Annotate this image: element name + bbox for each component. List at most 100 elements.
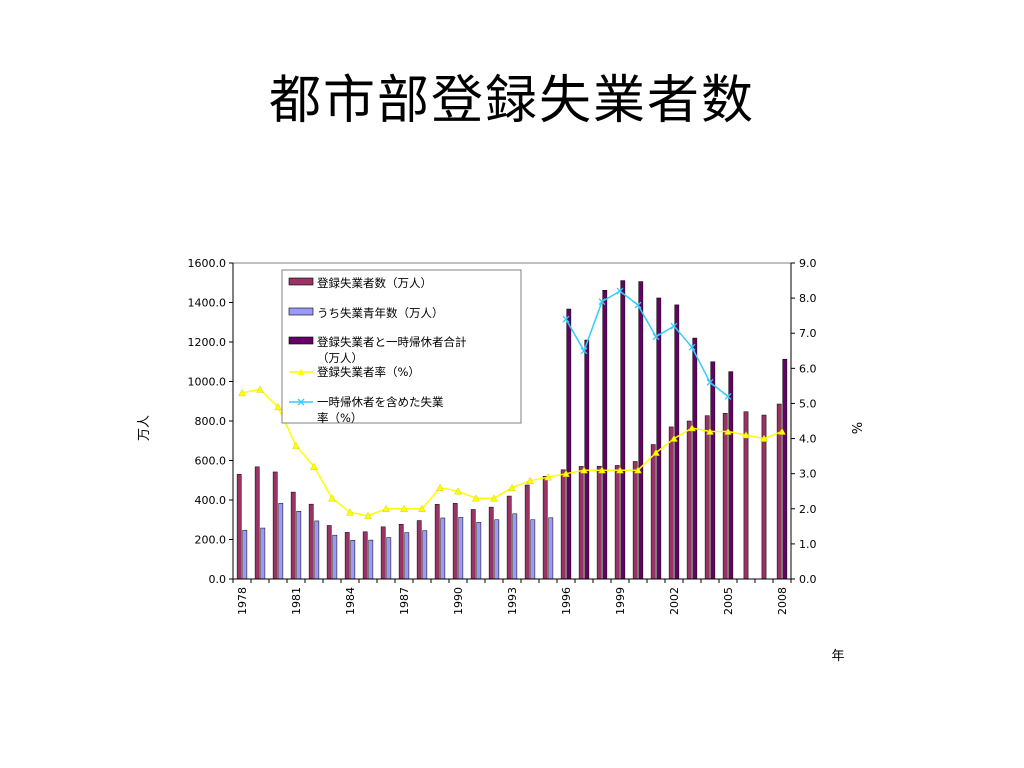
bar: [272, 471, 278, 580]
bar: [278, 503, 284, 580]
bar: [470, 509, 476, 580]
data-point: [670, 322, 678, 330]
y-tick-label: 600.0: [195, 455, 227, 468]
bar: [542, 476, 548, 580]
bar: [548, 517, 554, 580]
bar: [650, 444, 656, 580]
x-tick-label: 2005: [722, 587, 735, 615]
legend-label-line: 率（%）: [317, 411, 362, 425]
bar: [584, 339, 590, 580]
data-point: [688, 343, 696, 351]
y-tick-label: 0.0: [209, 573, 227, 586]
bar: [296, 511, 302, 580]
data-point: [616, 287, 624, 295]
bar: [632, 461, 638, 580]
x-tick-label: 2008: [776, 587, 789, 615]
data-point: [256, 385, 264, 393]
bar: [452, 503, 458, 580]
data-point: [364, 511, 372, 519]
y-tick-label: 800.0: [195, 415, 227, 428]
data-point: [508, 483, 516, 491]
series-line: [565, 290, 729, 397]
bar: [368, 539, 374, 580]
bar: [440, 517, 446, 580]
legend-label: 登録失業者と一時帰休者合計 （万人）: [317, 335, 467, 365]
legend-label-line: 登録失業者と一時帰休者合計: [317, 335, 467, 349]
bar: [494, 519, 500, 580]
x-tick-label: 2002: [668, 587, 681, 615]
x-tick-label: 1981: [290, 587, 303, 615]
y-tick-label: 400.0: [195, 494, 227, 507]
y2-tick-label: 6.0: [799, 362, 817, 375]
data-point: [778, 427, 786, 435]
bar: [512, 513, 518, 580]
data-point: [328, 494, 336, 502]
bar: [326, 525, 332, 580]
y2-axis-title: %: [848, 422, 863, 434]
bar: [728, 371, 734, 580]
y-axis-title: 万人: [137, 415, 152, 441]
bar: [710, 361, 716, 580]
y2-tick-label: 2.0: [799, 503, 817, 516]
bar: [476, 522, 482, 580]
bar: [722, 413, 728, 580]
data-point: [274, 403, 282, 411]
data-point: [742, 431, 750, 439]
data-point: [670, 434, 678, 442]
bar: [308, 503, 314, 580]
data-point: [724, 392, 732, 400]
data-point: [418, 504, 426, 512]
data-point: [382, 504, 390, 512]
bar: [242, 529, 248, 580]
bar: [524, 484, 530, 580]
data-point: [526, 476, 534, 484]
x-tick-label: 1999: [614, 587, 627, 615]
y-tick-label: 200.0: [195, 534, 227, 547]
data-point: [634, 301, 642, 309]
data-point: [454, 487, 462, 495]
data-point: [724, 427, 732, 435]
bar: [386, 537, 392, 580]
bar: [686, 420, 692, 580]
data-point: [598, 466, 606, 474]
data-point: [598, 298, 606, 306]
x-tick-label: 1984: [344, 587, 357, 615]
data-point: [562, 469, 570, 477]
bar: [674, 304, 680, 580]
bar: [596, 465, 602, 580]
x-axis-title: 年: [831, 649, 844, 664]
data-point: [346, 508, 354, 516]
data-point: [706, 427, 714, 435]
bar: [560, 469, 566, 580]
data-point: [400, 504, 408, 512]
legend-box: [281, 269, 522, 424]
y2-tick-label: 9.0: [799, 257, 817, 270]
data-point: [760, 434, 768, 442]
x-tick-label: 1990: [452, 587, 465, 615]
y2-tick-label: 0.0: [799, 573, 817, 586]
legend-swatch: [288, 277, 314, 286]
bar: [704, 415, 710, 580]
y2-tick-label: 1.0: [799, 538, 817, 551]
bar: [254, 466, 260, 580]
bar: [416, 520, 422, 580]
data-point: [652, 448, 660, 456]
bar: [782, 358, 788, 580]
bar: [314, 520, 320, 580]
data-point: [580, 347, 588, 355]
legend-label: 登録失業者率（%）: [317, 365, 420, 379]
bar: [236, 474, 242, 580]
legend-marker: [297, 398, 305, 406]
y-tick-label: 1000.0: [188, 376, 227, 389]
bar: [614, 465, 620, 580]
bar: [458, 517, 464, 580]
data-point: [634, 466, 642, 474]
bar: [638, 281, 644, 580]
data-point: [562, 315, 570, 323]
bar: [620, 280, 626, 580]
bar: [260, 527, 266, 580]
data-point: [472, 494, 480, 502]
y2-tick-label: 5.0: [799, 397, 817, 410]
bar: [362, 531, 368, 580]
y-tick-label: 1400.0: [188, 297, 227, 310]
